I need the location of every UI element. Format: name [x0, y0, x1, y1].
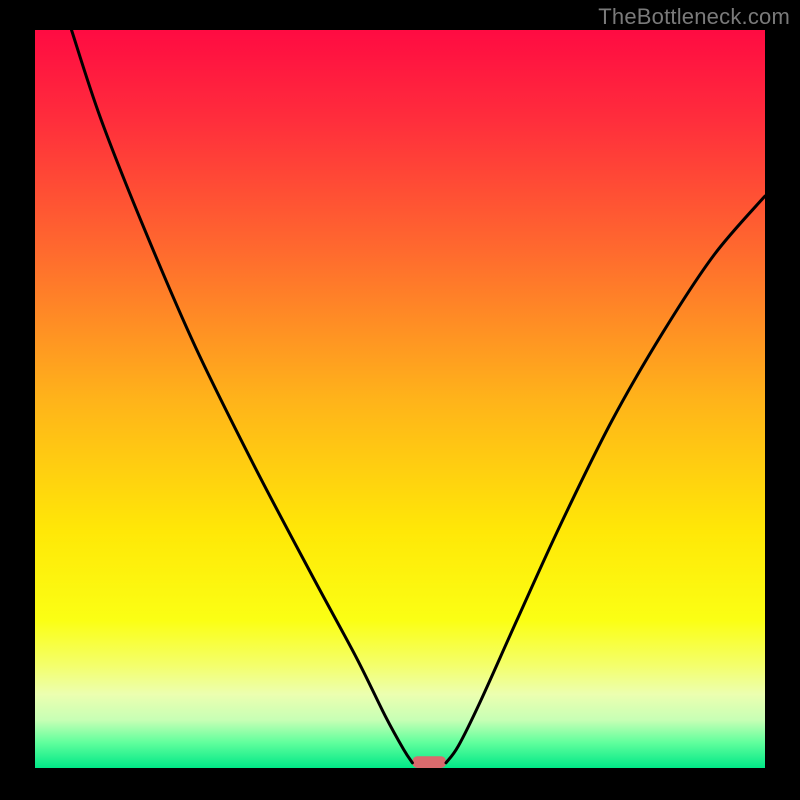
trough-marker	[412, 756, 446, 768]
bottleneck-chart	[0, 0, 800, 800]
watermark-text: TheBottleneck.com	[598, 4, 790, 30]
plot-background	[35, 30, 765, 768]
